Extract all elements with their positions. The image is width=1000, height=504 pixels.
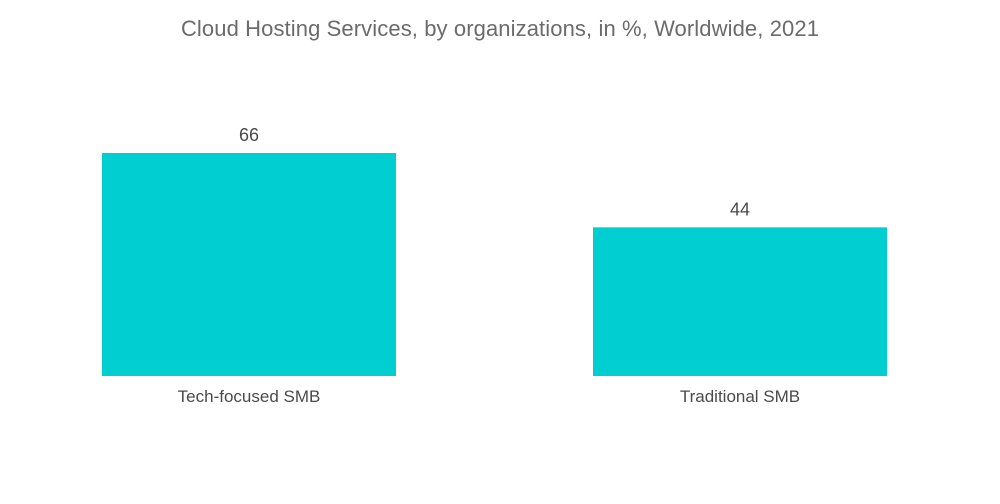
data-label: 66 [239, 125, 259, 145]
chart-title: Cloud Hosting Services, by organizations… [180, 16, 820, 41]
category-label: Traditional SMB [680, 387, 800, 406]
bar-tech-focused-smb [102, 153, 396, 376]
data-label: 44 [730, 199, 750, 219]
bar-traditional-smb [593, 227, 887, 376]
category-label: Tech-focused SMB [178, 387, 321, 406]
